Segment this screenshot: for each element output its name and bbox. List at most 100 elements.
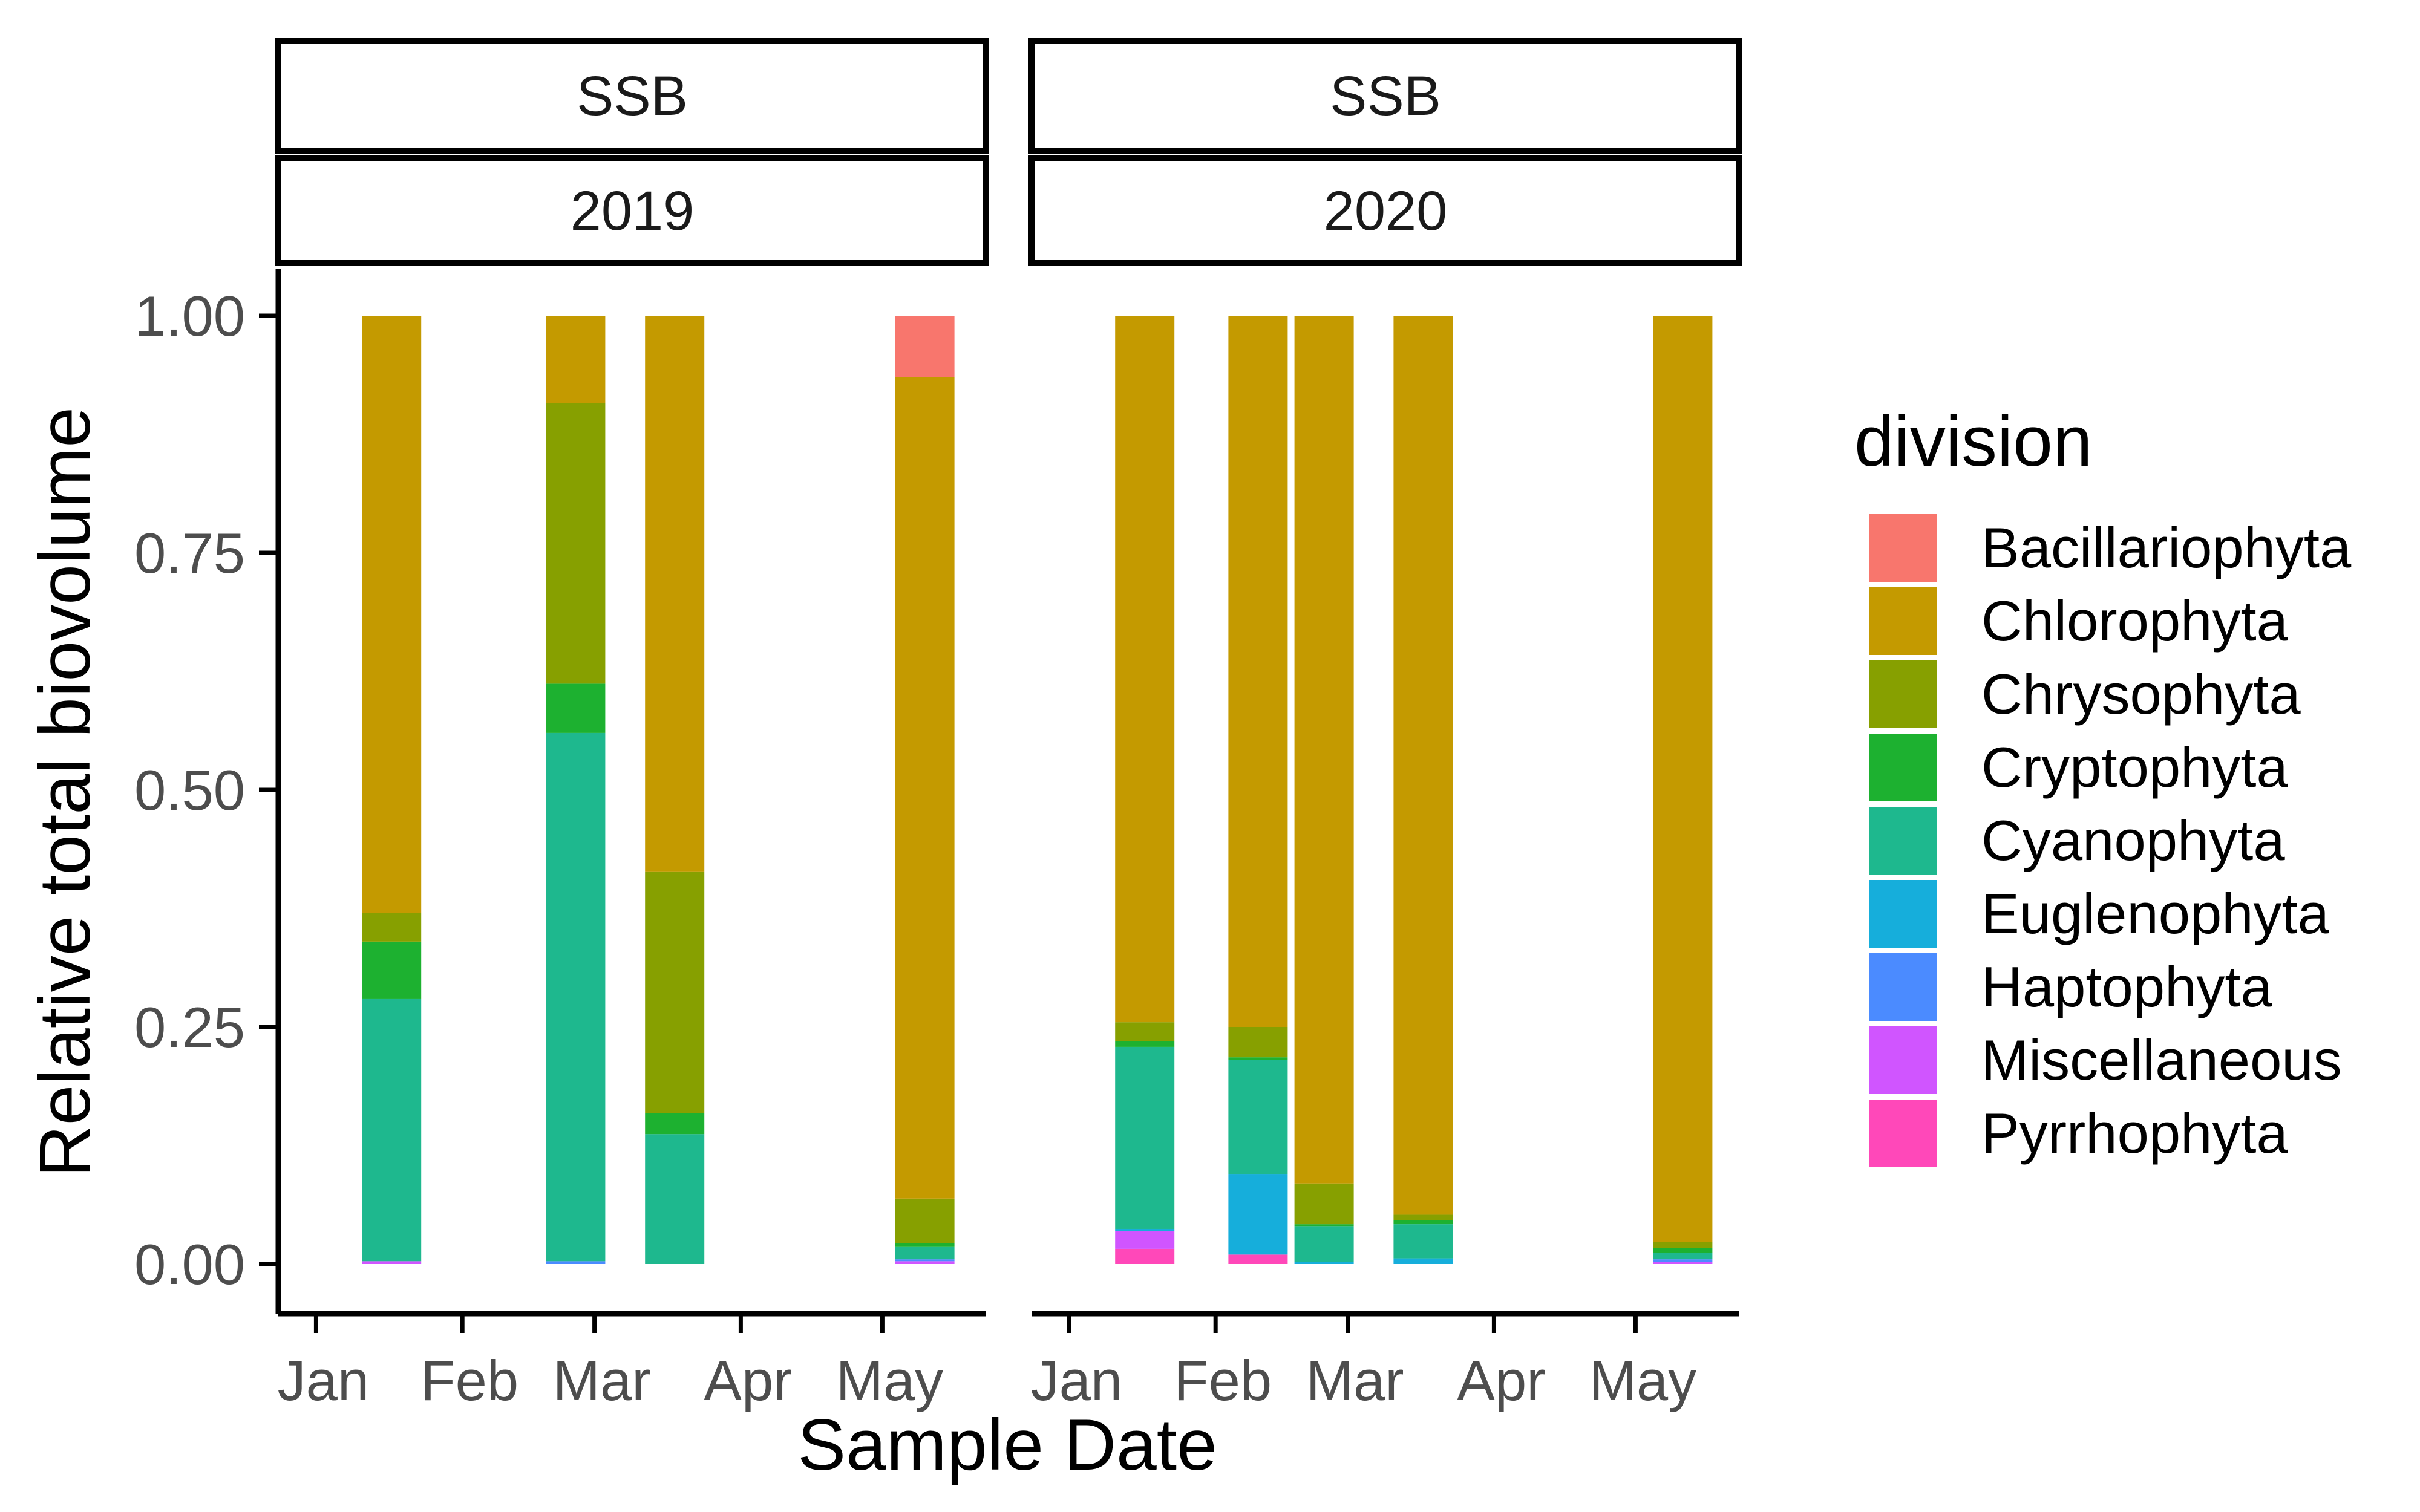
legend-item-cryptophyta: Cryptophyta xyxy=(1869,734,2289,801)
x-tick-label: Apr xyxy=(704,1349,792,1412)
bar-segment-cryptophyta xyxy=(1294,1224,1354,1227)
x-tick-label: Apr xyxy=(1457,1349,1545,1412)
bar-segment-haptophyta xyxy=(895,1259,955,1262)
legend-label: Euglenophyta xyxy=(1981,882,2330,945)
bar-segment-haptophyta xyxy=(1653,1259,1713,1262)
legend-label: Bacillariophyta xyxy=(1981,516,2352,579)
legend-item-pyrrhophyta: Pyrrhophyta xyxy=(1869,1100,2289,1167)
legend-item-cyanophyta: Cyanophyta xyxy=(1869,807,2285,875)
legend-key xyxy=(1869,660,1937,728)
bar-segment-cryptophyta xyxy=(645,1113,705,1135)
legend-item-chlorophyta: Chlorophyta xyxy=(1869,587,2289,655)
bar-segment-chlorophyta xyxy=(645,316,705,872)
legend-items: Bacillariophyta Chlorophyta Chrysophyta Cry… xyxy=(1869,514,2352,1167)
legend-key xyxy=(1869,1100,1937,1167)
x-tick-label: Mar xyxy=(1306,1349,1404,1412)
bar-segment-chrysophyta xyxy=(1294,1183,1354,1225)
legend: division Bacillariophyta Chlorophyta Chrys… xyxy=(1854,402,2352,1167)
legend-label: Cryptophyta xyxy=(1981,735,2289,799)
bar-segment-cyanophyta xyxy=(362,998,422,1262)
bar-segment-miscellaneous xyxy=(362,1261,422,1264)
y-tick-label: 0.25 xyxy=(134,996,245,1059)
bar-segment-bacillariophyta xyxy=(895,316,955,377)
bar-segment-haptophyta xyxy=(546,1261,606,1264)
legend-key xyxy=(1869,514,1937,582)
bar-segment-chlorophyta xyxy=(895,377,955,1199)
bar-segment-cryptophyta xyxy=(546,683,606,733)
legend-item-chrysophyta: Chrysophyta xyxy=(1869,660,2301,728)
bar-2020-03-16 xyxy=(1393,316,1453,1264)
y-axis: 0.00 0.25 0.50 0.75 1.00 xyxy=(134,269,281,1314)
panel-1: SSB 2019 Jan Feb Mar Apr May xyxy=(275,38,989,1412)
y-tick-label: 0.75 xyxy=(134,521,245,585)
legend-label: Chrysophyta xyxy=(1981,662,2301,726)
bar-segment-chrysophyta xyxy=(895,1198,955,1243)
bar-segment-euglenophyta xyxy=(1393,1258,1453,1264)
bar-segment-chrysophyta xyxy=(645,871,705,1113)
bar-segment-chlorophyta xyxy=(546,316,606,403)
bar-segment-chrysophyta xyxy=(1115,1022,1175,1041)
bar-segment-chlorophyta xyxy=(1393,316,1453,1215)
bar-segment-cyanophyta xyxy=(1653,1253,1713,1260)
bar-segment-cryptophyta xyxy=(895,1243,955,1247)
bar-segment-cyanophyta xyxy=(1393,1224,1453,1259)
bar-segment-cyanophyta xyxy=(1228,1060,1288,1175)
strip-bottom xyxy=(275,155,989,266)
bar-segment-chlorophyta xyxy=(1653,316,1713,1242)
bar-segment-chrysophyta xyxy=(1653,1242,1713,1248)
x-axis-2: Jan Feb Mar Apr May xyxy=(1031,1311,1739,1412)
strip-bottom xyxy=(1028,155,1742,266)
legend-item-bacillariophyta: Bacillariophyta xyxy=(1869,514,2352,582)
x-tick-label: May xyxy=(836,1349,944,1412)
legend-item-euglenophyta: Euglenophyta xyxy=(1869,880,2330,948)
x-tick-label: Jan xyxy=(1031,1349,1123,1412)
x-axis-title: Sample Date xyxy=(797,1404,1217,1485)
bar-segment-cyanophyta xyxy=(645,1134,705,1264)
bar-2020-01-17 xyxy=(1115,316,1175,1264)
bar-segment-cyanophyta xyxy=(895,1246,955,1260)
x-tick-label: Feb xyxy=(1174,1349,1272,1412)
strip-top xyxy=(275,38,989,154)
bar-segment-cryptophyta xyxy=(1653,1248,1713,1253)
legend-key xyxy=(1869,734,1937,801)
bar-segment-miscellaneous xyxy=(895,1261,955,1264)
bar-segment-cryptophyta xyxy=(1393,1220,1453,1225)
y-tick-label: 1.00 xyxy=(134,284,245,348)
y-axis-title: Relative total biovolume xyxy=(24,407,105,1178)
legend-label: Miscellaneous xyxy=(1981,1028,2342,1092)
facet-panels: SSB 2019 Jan Feb Mar Apr May SSB 2020 Jan Feb Mar Ap… xyxy=(275,38,1742,1412)
bar-segment-miscellaneous xyxy=(1115,1231,1175,1249)
legend-item-haptophyta: Haptophyta xyxy=(1869,953,2273,1021)
x-tick-label: May xyxy=(1589,1349,1697,1412)
bar-segment-chlorophyta xyxy=(1228,316,1288,1027)
x-tick-label: Mar xyxy=(553,1349,651,1412)
bar-segment-chrysophyta xyxy=(1393,1214,1453,1220)
legend-key xyxy=(1869,953,1937,1021)
bar-2019-02-25 xyxy=(546,316,606,1264)
bar-segment-chlorophyta xyxy=(362,316,422,913)
legend-key xyxy=(1869,807,1937,875)
y-tick-label: 0.50 xyxy=(134,758,245,822)
strip-label-year: 2019 xyxy=(571,180,695,242)
legend-label: Pyrrhophyta xyxy=(1981,1101,2289,1165)
bar-2020-05-10 xyxy=(1653,316,1713,1264)
x-axis-1: Jan Feb Mar Apr May xyxy=(278,1311,986,1412)
legend-item-miscellaneous: Miscellaneous xyxy=(1869,1026,2342,1094)
strip-label-site: SSB xyxy=(577,65,688,127)
legend-key xyxy=(1869,1026,1937,1094)
bar-segment-chrysophyta xyxy=(546,403,606,684)
bar-2019-01-17 xyxy=(362,316,422,1264)
x-tick-label: Jan xyxy=(278,1349,370,1412)
bar-segment-chlorophyta xyxy=(1115,316,1175,1023)
bar-2019-03-18 xyxy=(645,316,705,1264)
bar-segment-cryptophyta xyxy=(362,941,422,999)
y-tick-label: 0.00 xyxy=(134,1233,245,1296)
legend-label: Haptophyta xyxy=(1981,955,2273,1018)
strip-label-year: 2020 xyxy=(1324,180,1448,242)
strip-top xyxy=(1028,38,1742,154)
legend-label: Cyanophyta xyxy=(1981,809,2285,872)
x-tick-label: Feb xyxy=(420,1349,518,1412)
bar-segment-cryptophyta xyxy=(1228,1057,1288,1060)
bar-segment-chlorophyta xyxy=(1294,316,1354,1184)
